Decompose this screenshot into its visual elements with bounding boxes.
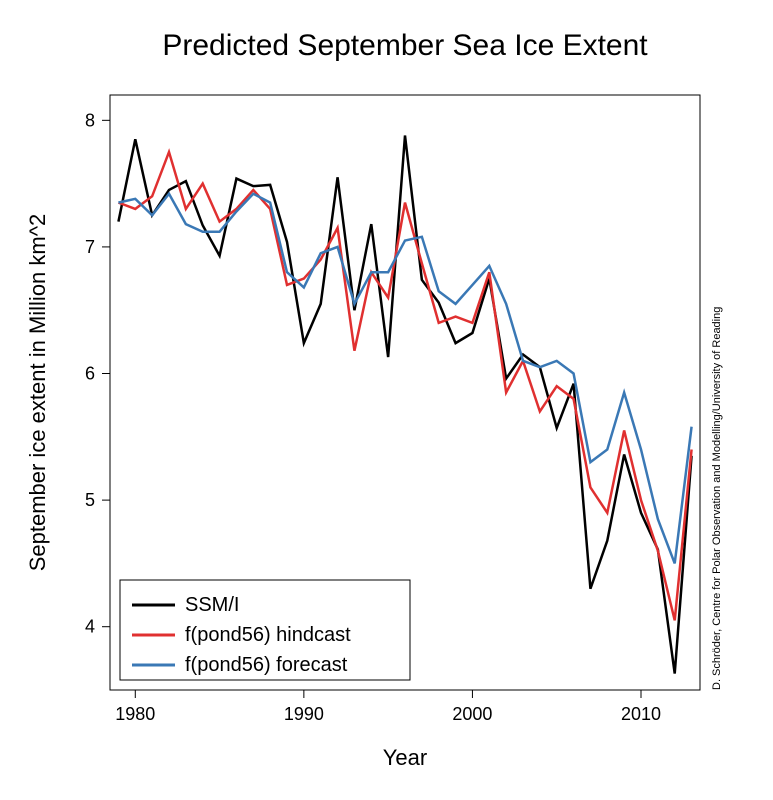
legend-label-0: SSM/I — [185, 594, 239, 616]
x-tick-label: 1990 — [284, 704, 324, 724]
series-line-1 — [118, 152, 691, 620]
x-axis-label: Year — [383, 745, 427, 770]
x-tick-label: 2010 — [621, 704, 661, 724]
line-chart: 1980 1990 2000 2010 4 5 6 7 8 Predicted September… — [0, 0, 773, 800]
series-line-2 — [118, 194, 691, 564]
y-axis-label: September ice extent in Million km^2 — [25, 214, 50, 572]
chart-title: Predicted September Sea Ice Extent — [162, 29, 648, 62]
credit-text: D. Schröder, Centre for Polar Observatio… — [711, 307, 723, 690]
y-tick-label: 7 — [85, 237, 95, 257]
chart-container: 1980 1990 2000 2010 4 5 6 7 8 Predicted September… — [0, 0, 773, 800]
legend-label-2: f(pond56) forecast — [185, 654, 348, 676]
y-tick-label: 4 — [85, 617, 95, 637]
x-tick-label: 1980 — [115, 704, 155, 724]
legend-label-1: f(pond56) hindcast — [185, 624, 351, 646]
x-tick-label: 2000 — [452, 704, 492, 724]
y-tick-label: 8 — [85, 110, 95, 130]
y-tick-label: 6 — [85, 364, 95, 384]
y-tick-label: 5 — [85, 490, 95, 510]
